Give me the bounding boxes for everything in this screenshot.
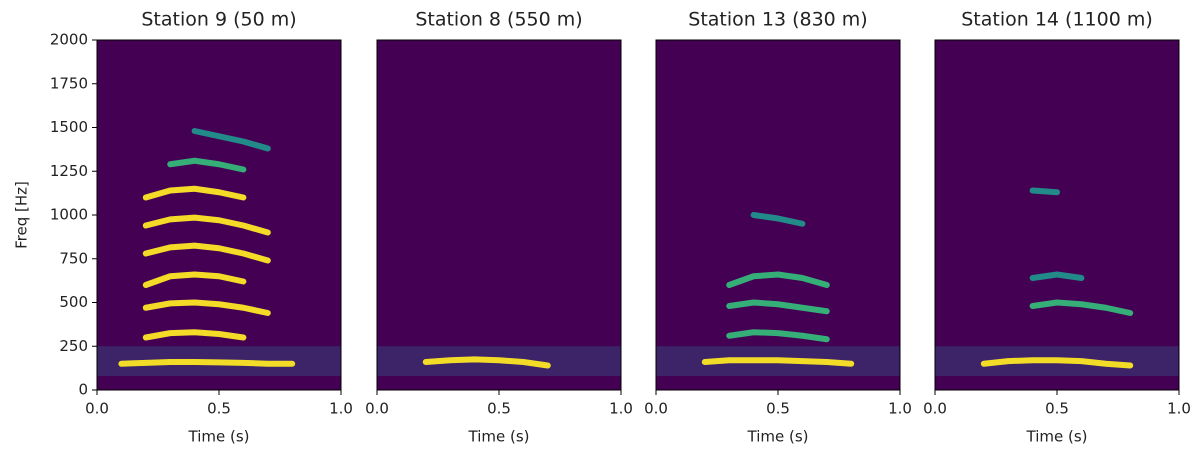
harmonic-contour bbox=[422, 356, 551, 369]
y-tick-label: 0 bbox=[78, 381, 88, 399]
x-axis-label: Time (s) bbox=[468, 428, 530, 446]
harmonic-contour bbox=[142, 299, 271, 316]
plot-background bbox=[935, 40, 1179, 390]
x-tick-label: 0.5 bbox=[207, 400, 231, 418]
x-tick-label: 0.0 bbox=[644, 400, 668, 418]
x-axis-label: Time (s) bbox=[1026, 428, 1088, 446]
x-tick-label: 1.0 bbox=[888, 400, 912, 418]
harmonic-contour bbox=[142, 185, 247, 201]
harmonic-contour bbox=[142, 329, 247, 341]
harmonic-contour bbox=[726, 299, 830, 315]
x-tick-label: 0.5 bbox=[487, 400, 511, 418]
y-tick-label: 1750 bbox=[50, 74, 88, 92]
harmonic-contour bbox=[726, 329, 830, 343]
x-tick-label: 1.0 bbox=[1167, 400, 1191, 418]
y-axis-label: Freq [Hz] bbox=[13, 181, 31, 249]
panel-title: Station 13 (830 m) bbox=[688, 9, 867, 31]
y-tick-label: 500 bbox=[59, 293, 88, 311]
x-tick-label: 1.0 bbox=[609, 400, 633, 418]
harmonic-contour bbox=[191, 128, 271, 152]
panel-title: Station 8 (550 m) bbox=[415, 9, 582, 31]
y-tick-label: 250 bbox=[59, 337, 88, 355]
x-tick-label: 0.0 bbox=[923, 400, 947, 418]
y-tick-label: 1000 bbox=[50, 206, 88, 224]
x-tick-label: 1.0 bbox=[329, 400, 353, 418]
harmonic-contour bbox=[726, 271, 830, 288]
x-tick-label: 0.0 bbox=[85, 400, 109, 418]
x-tick-label: 0.0 bbox=[365, 400, 389, 418]
y-tick-label: 1500 bbox=[50, 118, 88, 136]
harmonic-contour bbox=[118, 359, 296, 367]
plot-background bbox=[97, 40, 341, 390]
harmonic-contour bbox=[142, 271, 247, 288]
x-axis-label: Time (s) bbox=[188, 428, 250, 446]
harmonic-contour bbox=[142, 214, 271, 236]
x-tick-label: 0.5 bbox=[766, 400, 790, 418]
harmonic-contour bbox=[701, 357, 855, 367]
y-tick-label: 1250 bbox=[50, 162, 88, 180]
harmonic-contour bbox=[142, 242, 271, 264]
harmonic-contour bbox=[1029, 271, 1085, 281]
y-tick-label: 2000 bbox=[50, 31, 88, 49]
x-tick-label: 0.5 bbox=[1045, 400, 1069, 418]
panel-title: Station 9 (50 m) bbox=[141, 9, 296, 31]
y-tick-label: 750 bbox=[59, 249, 88, 267]
panel-title: Station 14 (1100 m) bbox=[961, 9, 1153, 31]
plot-background bbox=[377, 40, 621, 390]
harmonic-contour bbox=[1029, 299, 1134, 316]
x-axis-label: Time (s) bbox=[747, 428, 809, 446]
harmonic-contour bbox=[167, 157, 247, 173]
harmonic-contour bbox=[750, 212, 806, 227]
harmonic-contour bbox=[980, 357, 1134, 369]
plot-background bbox=[656, 40, 900, 390]
harmonic-contour bbox=[1029, 187, 1060, 196]
